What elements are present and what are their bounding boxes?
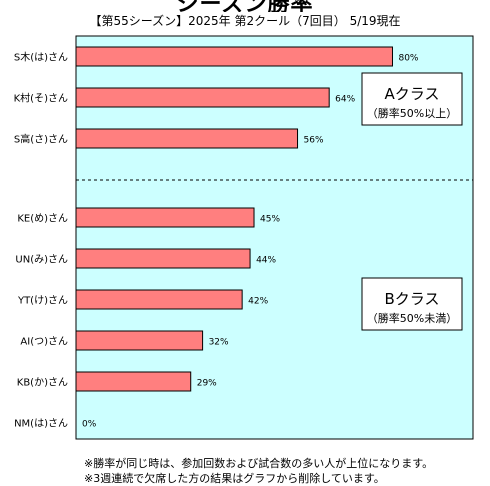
bar <box>75 46 393 67</box>
value-label: 44% <box>256 256 276 266</box>
category-label: UN(み)さん <box>15 254 68 266</box>
note-absence: ※3週連続で欠席した方の結果はグラフから削除しています。 <box>84 472 385 485</box>
bar <box>75 248 251 269</box>
category-label: S高(さ)さん <box>14 133 68 146</box>
chart-title: シーズン勝率 <box>0 0 490 12</box>
bar <box>75 87 330 108</box>
category-label: KB(か)さん <box>17 377 68 389</box>
value-label: 29% <box>197 379 217 389</box>
category-label: S木(は)さん <box>14 52 68 64</box>
class-b-condition: （勝率50%未満） <box>367 311 457 325</box>
category-label: K村(そ)さん <box>14 92 68 105</box>
category-label: AI(つ)さん <box>20 336 68 348</box>
category-label: NM(は)さん <box>14 418 68 430</box>
value-label: 0% <box>82 420 97 430</box>
bar <box>75 128 299 149</box>
note-tiebreak: ※勝率が同じ時は、参加回数および試合数の多い人が上位になります。 <box>84 457 434 470</box>
bar <box>75 289 243 310</box>
bar <box>75 207 255 228</box>
value-label: 56% <box>304 136 324 146</box>
category-label: YT(け)さん <box>17 295 68 307</box>
value-label: 32% <box>209 338 229 348</box>
bar <box>75 330 204 351</box>
class-b-title: Bクラス <box>385 290 440 308</box>
bar <box>75 371 192 392</box>
class-a-title: Aクラス <box>385 85 440 103</box>
class-a-condition: （勝率50%以上） <box>367 106 457 120</box>
value-label: 42% <box>248 297 268 307</box>
value-label: 80% <box>398 54 418 64</box>
class-b-box: Bクラス （勝率50%未満） <box>361 277 463 331</box>
category-label: KE(め)さん <box>17 213 68 225</box>
value-label: 64% <box>335 95 355 105</box>
chart-subtitle: 【第55シーズン】2025年 第2クール（7回目） 5/19現在 <box>89 14 401 28</box>
class-a-box: Aクラス （勝率50%以上） <box>361 72 463 126</box>
value-label: 45% <box>260 215 280 225</box>
